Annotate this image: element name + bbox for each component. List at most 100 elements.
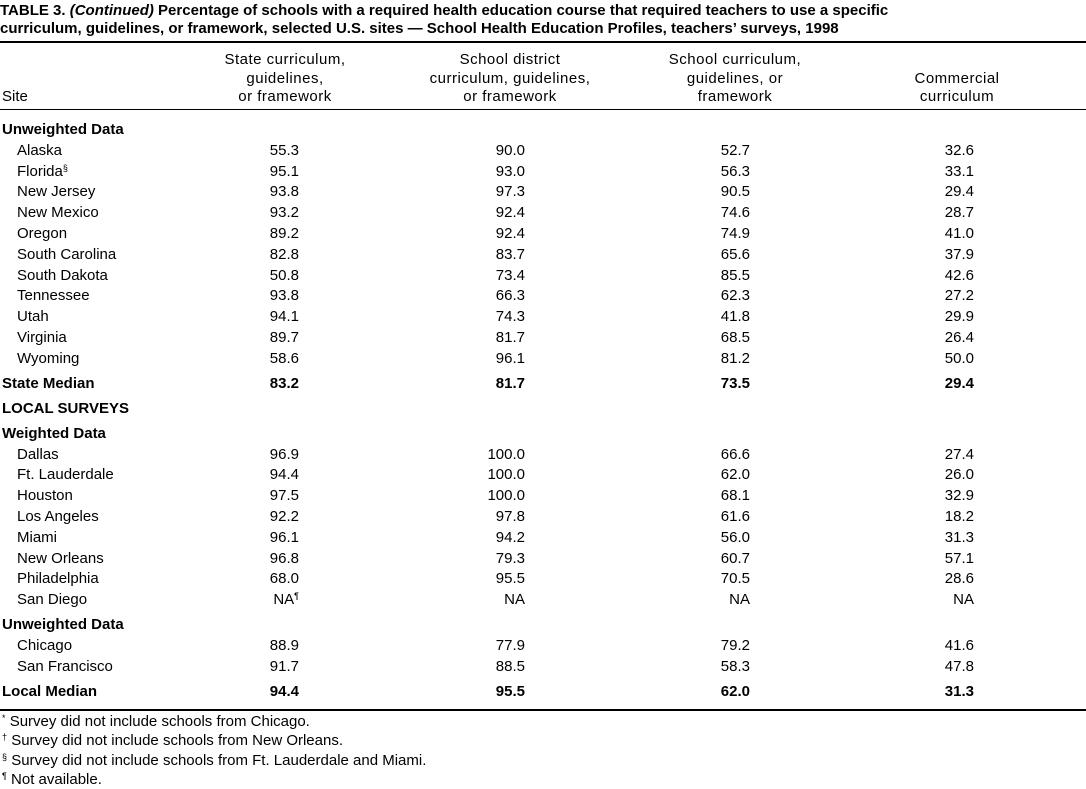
cell-value: 97.8: [495, 508, 525, 525]
cell-value: 27.4: [944, 445, 974, 463]
footnote-mark: *: [2, 713, 6, 723]
cell: 66.3: [325, 287, 525, 305]
cell: 37.9: [774, 246, 974, 264]
section-heading: Unweighted Data: [2, 121, 124, 138]
title-text: Percentage of schools with a required he…: [158, 2, 889, 19]
column-header: School district: [459, 51, 561, 68]
cell: 61.6: [550, 508, 750, 526]
cell-value: 61.6: [720, 508, 750, 525]
cell-value: 58.3: [720, 657, 750, 675]
site-name: Wyoming: [17, 349, 80, 367]
cell-value: 18.2: [944, 508, 974, 525]
cell-value: NA: [504, 591, 525, 609]
site-name: Utah: [17, 308, 49, 326]
cell-value: 32.6: [944, 141, 974, 159]
cell-value: 92.4: [495, 204, 525, 222]
cell-value: 70.5: [720, 570, 750, 588]
cell: 94.2: [325, 529, 525, 547]
cell: 26.4: [774, 329, 974, 347]
cell: 91.7: [99, 658, 299, 676]
cell-value: 96.9: [269, 445, 299, 463]
cell-value: 68.5: [720, 329, 750, 346]
site: Virginia: [17, 329, 67, 347]
cell: 81.7: [325, 329, 525, 347]
cell: 62.3: [550, 287, 750, 305]
cell-value: 94.1: [269, 308, 299, 326]
cell: 92.4: [325, 204, 525, 222]
cell-value: 50.8: [269, 266, 299, 284]
cell: 85.5: [550, 267, 750, 285]
cell: 60.7: [550, 550, 750, 568]
site: Chicago: [17, 637, 72, 655]
cell-value: 94.4: [269, 466, 299, 484]
cell: 32.6: [774, 142, 974, 160]
cell: 68.0: [99, 570, 299, 588]
footnote-mark: ¶: [294, 591, 299, 602]
cell: 81.2: [550, 350, 750, 368]
cell-value: 29.4: [944, 183, 974, 201]
cell-value: 60.7: [720, 549, 750, 567]
cell-value: 58.6: [269, 349, 299, 367]
column-header: curriculum: [919, 88, 995, 105]
cell-value: 37.9: [944, 245, 974, 263]
cell: 28.7: [774, 204, 974, 222]
cell: 96.8: [99, 550, 299, 568]
cell-value: 74.9: [720, 225, 750, 242]
cell-value: NA: [273, 591, 295, 609]
cell-value: 93.0: [495, 162, 525, 180]
cell-value: 68.1: [720, 487, 750, 505]
cell: 28.6: [774, 570, 974, 588]
cell: 83.7: [325, 246, 525, 264]
cell: 47.8: [774, 658, 974, 676]
site: Ft. Lauderdale: [17, 466, 114, 484]
site: Tennessee: [17, 287, 90, 305]
cell: 81.7: [325, 375, 525, 393]
title-line: TABLE 3. (Continued) Percentage of schoo…: [0, 2, 1086, 20]
cell-value: 55.3: [269, 141, 299, 159]
cell-value: 26.4: [944, 329, 974, 346]
cell-value: 88.9: [269, 637, 299, 654]
footnote-text: Survey did not include schools from Ft. …: [11, 751, 427, 769]
cell-value: 62.0: [720, 466, 750, 484]
cell-value: 31.3: [944, 682, 974, 700]
cell: 93.8: [99, 287, 299, 305]
cell: 31.3: [774, 683, 974, 701]
cell-value: 62.3: [720, 287, 750, 305]
site: Florida§: [17, 163, 68, 181]
cell: 26.0: [774, 466, 974, 484]
cell-value: 89.2: [269, 225, 299, 242]
site-name: Virginia: [17, 329, 67, 346]
cell: 77.9: [325, 637, 525, 655]
cell: 100.0: [325, 487, 525, 505]
cell-value: 93.2: [269, 204, 299, 222]
median-label: State Median: [2, 374, 95, 392]
cell: 97.8: [325, 508, 525, 526]
cell-value: 81.7: [495, 374, 525, 392]
cell-value: 96.8: [269, 549, 299, 567]
cell: 74.9: [550, 225, 750, 243]
footnote-text: Not available.: [11, 770, 102, 788]
rule: [0, 109, 1086, 110]
cell-value: 57.1: [944, 549, 974, 567]
site: South Carolina: [17, 246, 116, 264]
cell: 33.1: [774, 163, 974, 181]
title-text: curriculum, guidelines, or framework, se…: [0, 20, 839, 37]
cell-value: 90.5: [720, 183, 750, 201]
column-header: School curriculum,: [668, 51, 802, 68]
cell: 52.7: [550, 142, 750, 160]
cell: 95.1: [99, 163, 299, 181]
title-continued: (Continued): [69, 2, 154, 19]
cell-value: 100.0: [487, 466, 525, 484]
cell-value: 42.6: [944, 266, 974, 284]
column-header: guidelines,: [246, 69, 324, 87]
footnote: § Survey did not include schools from Ft…: [2, 752, 426, 770]
cell-value: 41.6: [944, 637, 974, 654]
cell-value: 97.5: [269, 487, 299, 505]
cell-value: 50.0: [944, 349, 974, 367]
cell-value: 74.6: [720, 204, 750, 222]
cell-value: 52.7: [720, 141, 750, 159]
cell: 50.8: [99, 267, 299, 285]
cell-value: 82.8: [269, 245, 299, 263]
site-name: Tennessee: [17, 287, 90, 305]
